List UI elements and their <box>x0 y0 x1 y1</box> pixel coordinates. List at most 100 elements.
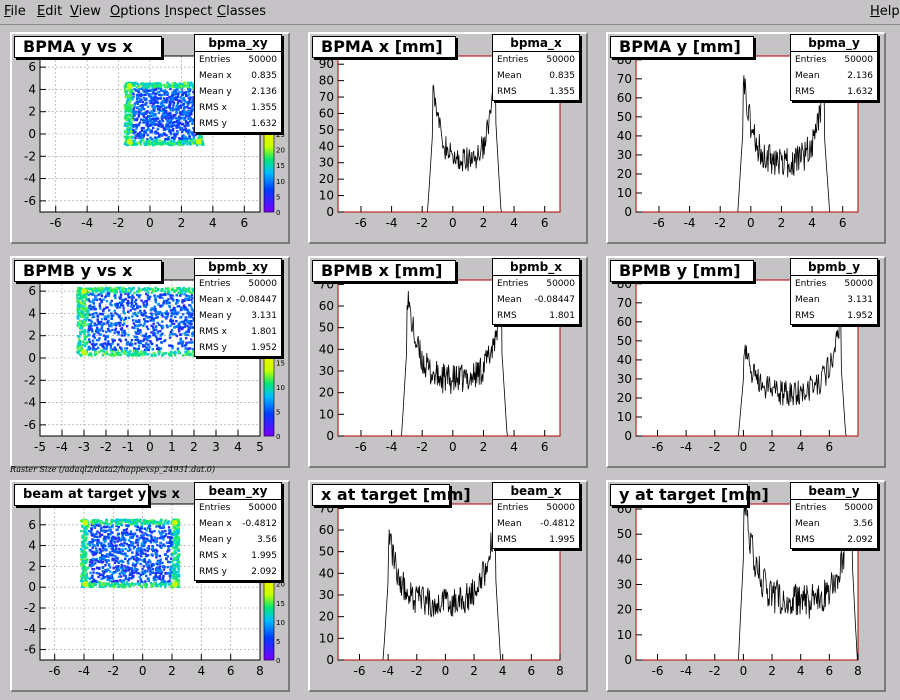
x-tick-label: 0 <box>146 440 154 454</box>
y-tick-label: 10 <box>319 631 334 645</box>
stats-key: RMS y <box>199 567 227 577</box>
x-tick-label: -6 <box>651 440 663 454</box>
x-tick-label: 5 <box>256 440 264 454</box>
corner-hotspot <box>81 349 87 356</box>
stats-key: RMS x <box>199 327 227 337</box>
pad-bpma_x[interactable]: -6 -4 -2 0 2 4 6 0 10 20 30 40 50 60 70 80 90 BPMA x [mm]… <box>308 32 588 244</box>
x-tick-label: -6 <box>49 664 61 678</box>
stats-box: bpmb_xy Entries 50000 Mean x -0.08447 Mean y 3… <box>194 258 282 357</box>
x-tick-label: 0 <box>449 440 457 454</box>
stats-row: RMS 1.355 <box>493 84 579 100</box>
y-tick-label: 0 <box>624 653 632 667</box>
y-tick-label: 30 <box>617 578 632 592</box>
menu-help[interactable]: Help <box>870 4 900 19</box>
x-tick-label: -4 <box>81 216 93 230</box>
plot-frame <box>39 503 261 661</box>
stats-row: Mean y 3.131 <box>195 308 281 324</box>
x-tick-label: 6 <box>240 216 248 230</box>
pad-title: y at target [mm] <box>610 484 769 506</box>
stats-row: Entries 50000 <box>493 500 579 516</box>
y-tick-label: 50 <box>617 527 632 541</box>
menu-view[interactable]: View <box>70 4 101 19</box>
stats-row: Entries 50000 <box>791 52 877 68</box>
x-tick-label: 2 <box>470 664 478 678</box>
y-tick-label: 30 <box>319 588 334 602</box>
stats-key: Mean <box>795 519 820 529</box>
stats-value: -0.4812 <box>242 519 277 529</box>
y-tick-label: 6 <box>28 284 36 298</box>
stats-value: 3.56 <box>852 519 873 529</box>
stats-value: 2.092 <box>847 535 873 545</box>
y-tick-label: 10 <box>617 628 632 642</box>
corner-hotspot <box>82 519 89 526</box>
palette-tick-label: 15 <box>276 600 285 608</box>
root-canvas[interactable]: 0 5 10 15 20 25 -6 -4 -2 0 2 4 6 -6 -4 -2 0 2 4 6 BPMA y vs … <box>0 26 900 700</box>
x-tick-label: 0 <box>747 216 755 230</box>
y-tick-label: 20 <box>319 386 334 400</box>
corner-hotspot <box>126 138 133 145</box>
x-tick-label: -2 <box>709 664 721 678</box>
palette-tick-label: 0 <box>276 433 280 441</box>
stats-key: Entries <box>795 279 827 289</box>
x-tick-label: -6 <box>653 216 665 230</box>
menu-file[interactable]: File <box>4 4 26 19</box>
stats-key: Entries <box>795 55 827 65</box>
pad-bpmb_xy[interactable]: 0 5 10 15 -5 -4 -3 -2 -1 0 1 2 3 4 5 -6 -4 -2 0 2 4 6 BPMB y v… <box>10 256 290 468</box>
pad-title: BPMA x [mm] <box>312 36 456 58</box>
stats-row: RMS y 1.952 <box>195 340 281 356</box>
stats-value: -0.08447 <box>534 295 575 305</box>
stats-key: Entries <box>497 503 529 513</box>
x-tick-label: -4 <box>78 664 90 678</box>
x-tick-label: 4 <box>797 664 805 678</box>
stats-key: Mean <box>497 295 522 305</box>
menu-inspect[interactable]: Inspect <box>165 4 213 19</box>
stats-value: 0.835 <box>549 71 575 81</box>
stats-key: Mean x <box>199 519 232 529</box>
y-tick-label: 20 <box>617 391 632 405</box>
y-tick-label: 50 <box>319 123 334 137</box>
pad-bpmb_x[interactable]: -6 -4 -2 0 2 4 6 0 10 20 30 40 50 60 70 BPMB x [mm] bpmb… <box>308 256 588 468</box>
x-tick-label: 0 <box>442 664 450 678</box>
x-tick-label: -2 <box>107 664 119 678</box>
stats-row: Mean x 0.835 <box>195 68 281 84</box>
x-tick-label: -2 <box>709 440 721 454</box>
palette-tick-label: 15 <box>276 162 285 170</box>
stats-row: Mean 3.56 <box>791 516 877 532</box>
menu-options[interactable]: Options <box>110 4 161 19</box>
y-tick-label: -4 <box>24 622 36 636</box>
stats-row: Mean x -0.08447 <box>195 292 281 308</box>
pad-bpma_y[interactable]: -6 -4 -2 0 2 4 6 0 10 20 30 40 50 60 70 80 BPMA y [mm] bp… <box>606 32 886 244</box>
stats-value: 0.835 <box>251 71 277 81</box>
stats-value: 2.092 <box>251 567 277 577</box>
palette-tick-label: 10 <box>276 619 285 627</box>
stats-value: 1.995 <box>251 551 277 561</box>
stats-value: 1.995 <box>549 535 575 545</box>
y-tick-label: 6 <box>28 518 36 532</box>
pad-title: BPMB y vs x <box>14 260 162 282</box>
x-tick-label: 2 <box>480 440 488 454</box>
y-tick-label: 0 <box>624 205 632 219</box>
y-tick-label: 30 <box>617 372 632 386</box>
menu-edit[interactable]: Edit <box>37 4 63 19</box>
y-tick-label: 30 <box>319 156 334 170</box>
stats-key: RMS <box>497 311 517 321</box>
pad-bpmb_y[interactable]: -6 -4 -2 0 2 4 6 0 10 20 30 40 50 60 70 80 BPMB y [mm] bp… <box>606 256 886 468</box>
x-tick-label: 0 <box>740 440 748 454</box>
pad-beam_xy[interactable]: 0 5 10 15 20 -6 -4 -2 0 2 4 6 8 -6 -4 -2 0 2 4 6 beam at tar… <box>10 480 290 692</box>
stats-name: bpmb_xy <box>195 259 281 276</box>
y-tick-label: 10 <box>319 407 334 421</box>
corner-hotspot <box>195 138 202 145</box>
stats-key: Entries <box>497 279 529 289</box>
pad-beam_y[interactable]: -6 -4 -2 0 2 4 6 8 0 10 20 30 40 50 60 y at target [mm]… <box>606 480 886 692</box>
stats-value: 50000 <box>546 503 575 513</box>
y-tick-label: 20 <box>319 172 334 186</box>
y-tick-label: 60 <box>617 315 632 329</box>
pad-beam_x[interactable]: -6 -4 -2 0 2 4 6 8 0 10 20 30 40 50 60 70 x at target [m… <box>308 480 588 692</box>
stats-key: Mean y <box>199 311 232 321</box>
stats-value: 50000 <box>546 279 575 289</box>
menu-classes[interactable]: Classes <box>217 4 266 19</box>
pad-bpma_xy[interactable]: 0 5 10 15 20 25 -6 -4 -2 0 2 4 6 -6 -4 -2 0 2 4 6 BPMA y vs … <box>10 32 290 244</box>
y-tick-label: -6 <box>24 194 36 208</box>
x-tick-label: 0 <box>139 664 147 678</box>
y-tick-label: 70 <box>617 296 632 310</box>
